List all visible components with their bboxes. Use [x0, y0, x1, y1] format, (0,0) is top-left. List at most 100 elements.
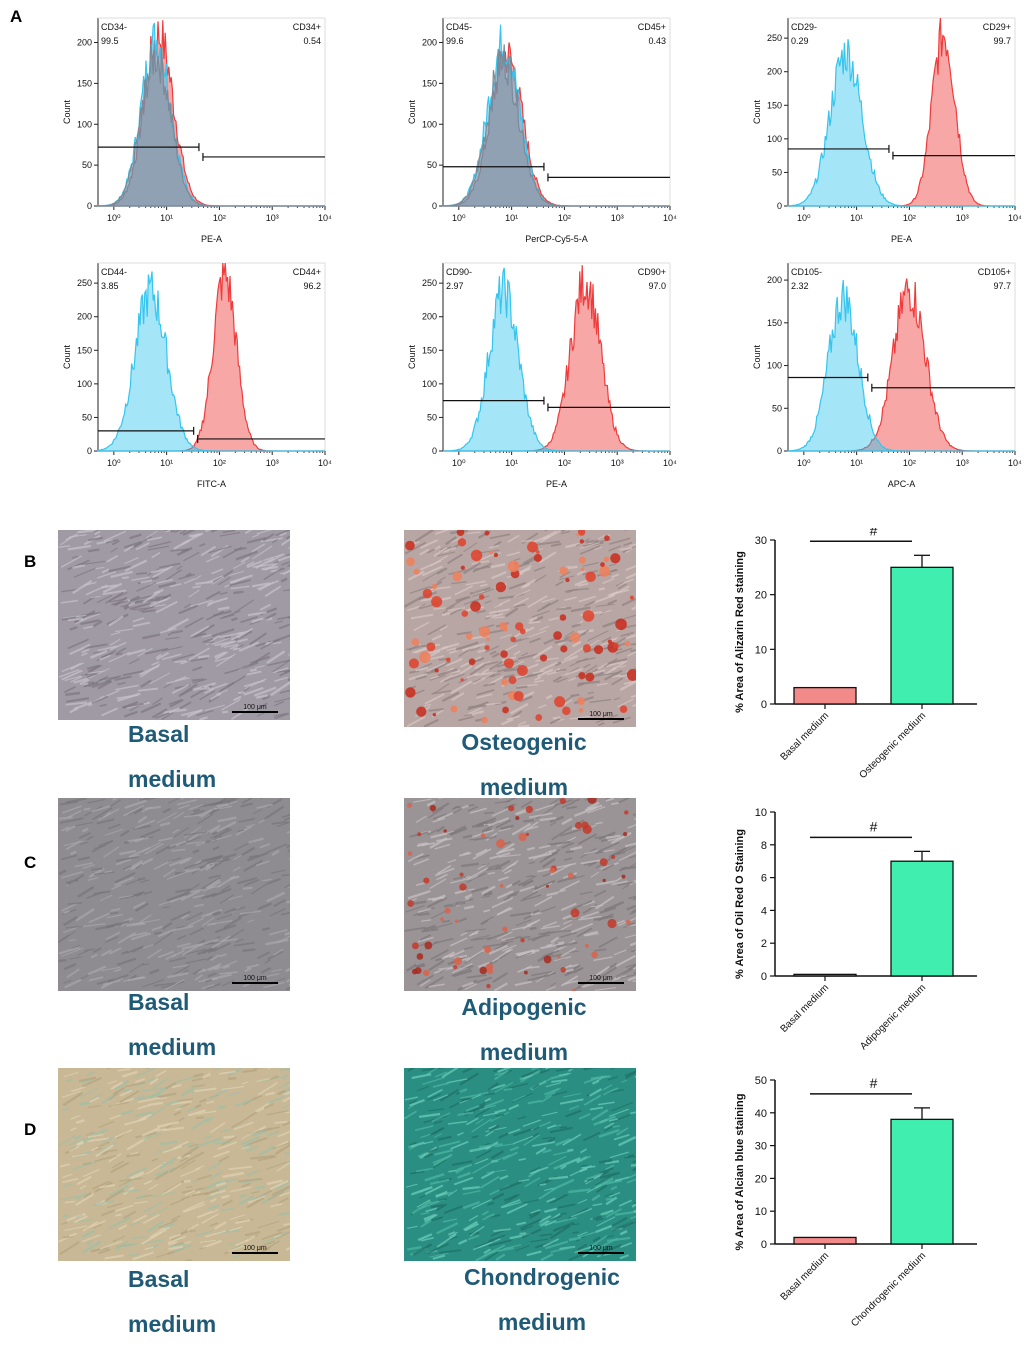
cell-streak — [632, 981, 636, 982]
y-tick-label: 200 — [767, 67, 782, 77]
y-tick-label: 100 — [422, 119, 437, 129]
cell-streak — [238, 692, 244, 693]
cell-streak — [222, 712, 228, 713]
stain-deposit — [578, 672, 585, 679]
x-tick-label: 10² — [558, 458, 571, 468]
stain-deposit — [432, 584, 438, 590]
stain-deposit — [452, 572, 462, 582]
positive-gate-label: CD90+ — [638, 267, 666, 277]
stain-deposit — [508, 560, 520, 572]
cell-streak — [196, 1117, 204, 1118]
negative-gate-value: 3.85 — [101, 281, 119, 291]
cell-streak — [217, 805, 229, 806]
stain-deposit — [435, 668, 439, 672]
negative-gate-label: CD105- — [791, 267, 822, 277]
caption-line: medium — [128, 1025, 216, 1070]
scale-bar-label: 100 μm — [589, 1245, 613, 1252]
cell-streak — [560, 1127, 568, 1128]
cell-streak — [84, 809, 91, 810]
cell-streak — [418, 843, 428, 845]
stain-deposit — [486, 963, 493, 970]
stain-deposit — [500, 884, 504, 888]
stain-deposit — [565, 578, 569, 582]
cell-streak — [189, 1231, 196, 1232]
stain-deposit — [583, 610, 595, 622]
stain-deposit — [444, 908, 450, 914]
panel-label-a: A — [10, 7, 22, 27]
stain-deposit — [471, 550, 482, 561]
stain-deposit — [496, 839, 505, 848]
y-tick-label: 10 — [755, 807, 767, 819]
x-tick-label: 10¹ — [505, 458, 518, 468]
stain-deposit — [479, 594, 484, 599]
stain-deposit — [560, 614, 567, 621]
y-tick-label: 20 — [755, 1173, 767, 1185]
x-tick-label: 10⁴ — [318, 458, 332, 468]
stain-deposit — [470, 601, 481, 612]
x-tick-label: 10² — [903, 458, 916, 468]
stain-deposit — [466, 633, 473, 640]
caption-line: Basal — [128, 980, 216, 1025]
y-tick-label: 50 — [755, 1075, 767, 1087]
negative-gate-label: CD29- — [791, 22, 817, 32]
stain-deposit — [608, 639, 612, 643]
stain-deposit — [579, 557, 586, 564]
stain-deposit — [484, 946, 491, 953]
y-tick-label: 0 — [761, 1239, 767, 1251]
caption-adipogenic: Adipogenic medium — [452, 985, 596, 1075]
cell-streak — [225, 637, 231, 638]
stain-deposit — [599, 566, 610, 577]
cell-streak — [566, 851, 574, 852]
cell-streak — [281, 1069, 290, 1070]
y-tick-label: 250 — [77, 278, 92, 288]
x-axis-label: PE-A — [201, 234, 222, 244]
negative-gate-value: 2.32 — [791, 281, 809, 291]
cell-streak — [80, 1103, 91, 1104]
significance-marker: # — [870, 1075, 878, 1091]
x-tick-label: Basal medium — [779, 710, 832, 763]
stain-deposit — [520, 938, 524, 942]
x-axis-label: PE-A — [891, 234, 912, 244]
x-tick-label: 10² — [558, 213, 571, 223]
stain-deposit — [484, 531, 489, 536]
y-tick-label: 0 — [432, 201, 437, 211]
caption-chondrogenic: Chondrogenic medium — [452, 1255, 632, 1345]
stain-deposit — [594, 645, 603, 654]
y-axis-label: Count — [752, 100, 762, 125]
stain-deposit — [407, 900, 414, 907]
stain-deposit — [544, 956, 552, 964]
stain-deposit — [570, 632, 580, 642]
stain-deposit — [481, 833, 486, 838]
stain-deposit — [494, 553, 498, 557]
stain-deposit — [613, 643, 619, 649]
y-tick-label: 0 — [87, 201, 92, 211]
micrograph-osteogenic: 100 μm — [404, 530, 636, 727]
cell-streak — [91, 869, 103, 870]
scale-bar-label: 100 μm — [589, 975, 613, 982]
x-axis-label: PE-A — [546, 479, 567, 489]
stain-deposit — [557, 955, 560, 958]
cell-streak — [212, 886, 221, 887]
x-tick-label: 10⁰ — [107, 458, 121, 468]
x-tick-label: 10³ — [956, 458, 969, 468]
stain-deposit — [560, 645, 567, 652]
y-tick-label: 200 — [422, 312, 437, 322]
stain-deposit — [527, 542, 538, 553]
x-tick-label: 10⁰ — [452, 213, 466, 223]
stain-deposit — [409, 658, 419, 668]
y-axis-label: Count — [62, 345, 72, 370]
stain-deposit — [515, 816, 519, 820]
scale-bar-label: 100 μm — [243, 1245, 267, 1252]
cell-streak — [599, 588, 605, 589]
y-tick-label: 20 — [755, 590, 767, 602]
y-tick-label: 0 — [777, 446, 782, 456]
stain-deposit — [585, 571, 596, 582]
y-tick-label: 0 — [761, 971, 767, 983]
negative-gate-label: CD34- — [101, 22, 127, 32]
stain-deposit — [515, 622, 523, 630]
x-tick-label: Chondrogenic medium — [849, 1250, 928, 1329]
positive-gate-label: CD34+ — [293, 22, 321, 32]
caption-basal-chondro: Basal medium — [128, 1257, 216, 1347]
